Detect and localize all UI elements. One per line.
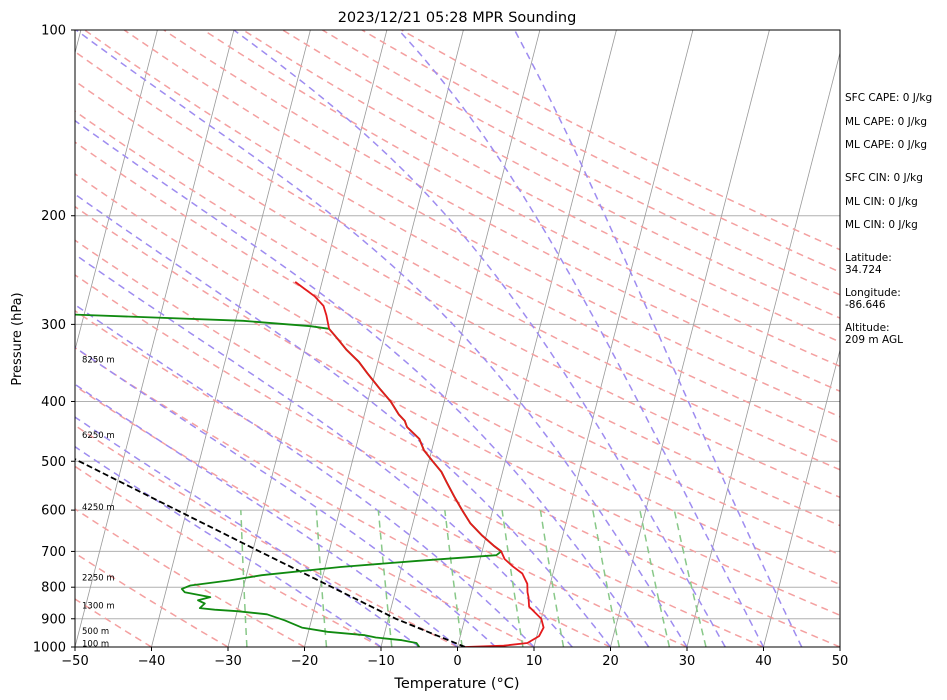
- dry-adiabat-line: [75, 309, 688, 647]
- moist-adiabat-line: [513, 30, 803, 647]
- moist-adiabat-line: [398, 30, 765, 647]
- moist-adiabat-line: [75, 383, 458, 647]
- x-tick-label: 20: [602, 654, 619, 669]
- mixing-ratio-line: [377, 510, 393, 647]
- y-tick-label: 900: [41, 612, 66, 627]
- dry-adiabat-line: [75, 274, 764, 647]
- x-tick-label: −20: [291, 654, 318, 669]
- height-label: 8250 m: [82, 355, 115, 365]
- isotherm-line: [610, 30, 770, 647]
- moist-adiabat-line: [75, 119, 650, 647]
- dry-adiabat-line: [163, 30, 840, 393]
- y-tick-label: 700: [41, 545, 66, 560]
- y-tick-label: 1000: [33, 641, 66, 656]
- height-label: 4250 m: [82, 503, 115, 513]
- plot-frame: [74, 29, 841, 648]
- isotherm-line: [304, 30, 464, 647]
- moist-adiabat-line: [75, 303, 535, 647]
- dry-adiabat-line: [75, 110, 840, 527]
- x-tick-label: 10: [526, 654, 543, 669]
- parcel-path-line: [75, 458, 466, 647]
- dry-adiabat-line: [75, 50, 840, 471]
- height-labels: 100 m 500 m 1300 m 2250 m 4250 m 6250 m 8250 m: [82, 355, 115, 649]
- y-axis-label: Pressure (hPa): [10, 292, 25, 385]
- dry-adiabat-line: [123, 30, 840, 418]
- mixing-ratio-line: [240, 510, 248, 647]
- dry-adiabat-line: [75, 80, 840, 499]
- height-label: 2250 m: [82, 574, 115, 584]
- height-label: 1300 m: [82, 602, 115, 612]
- height-label: 100 m: [82, 639, 109, 649]
- moist-adiabat-line: [233, 30, 726, 647]
- temperature-profile-line: [294, 281, 545, 647]
- isotherm-line: [75, 30, 158, 352]
- y-tick-label: 500: [41, 455, 66, 470]
- dry-adiabat-line: [282, 30, 840, 319]
- y-tick-label: 200: [41, 209, 66, 224]
- x-tick-label: 0: [453, 654, 461, 669]
- mixing-ratio-line: [315, 510, 328, 647]
- x-tick-label: 40: [755, 654, 772, 669]
- index-annotation: Longitude: -86.646: [845, 287, 901, 311]
- y-tick-label: 300: [41, 318, 66, 333]
- index-annotation: Altitude: 209 m AGL: [845, 322, 903, 346]
- dry-adiabat-line: [361, 30, 840, 273]
- background-lines: [0, 30, 840, 647]
- dry-adiabat-line: [75, 205, 840, 617]
- dry-adiabat-line: [75, 141, 840, 556]
- height-label: 500 m: [82, 627, 109, 637]
- y-tick-label: 600: [41, 504, 66, 519]
- moist-adiabat-line: [75, 346, 497, 647]
- dry-adiabat-line: [75, 173, 840, 586]
- y-tick-label: 800: [41, 581, 66, 596]
- index-annotation: ML CAPE: 0 J/kg: [845, 116, 928, 128]
- isotherm-line: [763, 348, 840, 647]
- x-tick-label: −30: [214, 654, 241, 669]
- dry-adiabat-line: [75, 346, 611, 647]
- dry-adiabat-line: [401, 30, 840, 251]
- index-annotation: SFC CAPE: 0 J/kg: [845, 92, 933, 104]
- mixing-ratio-line: [673, 509, 707, 647]
- mixing-ratio-line: [639, 509, 671, 647]
- mixing-ratio-line: [592, 509, 621, 647]
- isotherm-line: [75, 30, 235, 647]
- isotherm-line: [686, 51, 840, 647]
- isotherm-line: [380, 30, 541, 647]
- x-axis-label: Temperature (°C): [393, 676, 519, 692]
- dry-adiabat-line: [75, 465, 382, 647]
- dry-adiabat-line: [242, 30, 840, 343]
- height-label: 6250 m: [82, 431, 115, 441]
- profile-lines: [75, 281, 545, 647]
- dry-adiabat-line: [84, 30, 840, 444]
- x-tick-label: −10: [367, 654, 394, 669]
- index-annotation: Latitude: 34.724: [845, 252, 892, 276]
- axes: −50 −40 −30 −20 −10 0 10 20 30 40 50 100 200 300 400 50…: [33, 24, 848, 670]
- x-tick-label: 50: [832, 654, 849, 669]
- moist-adiabat-line: [75, 445, 382, 647]
- y-tick-label: 100: [41, 24, 66, 39]
- isotherm-line: [151, 30, 311, 647]
- index-annotation: ML CIN: 0 J/kg: [845, 196, 918, 208]
- x-tick-label: 30: [679, 654, 696, 669]
- isotherm-line: [457, 30, 617, 647]
- chart-title: 2023/12/21 05:28 MPR Sounding: [338, 10, 577, 26]
- index-annotation: SFC CIN: 0 J/kg: [845, 172, 923, 184]
- moist-adiabat-line: [75, 416, 420, 647]
- dry-adiabat-line: [322, 30, 840, 296]
- dry-adiabat-line: [203, 30, 840, 368]
- moist-adiabat-line: [75, 253, 573, 647]
- y-tick-label: 400: [41, 395, 66, 410]
- index-annotation: ML CAPE: 0 J/kg: [845, 139, 928, 151]
- x-tick-label: −40: [138, 654, 165, 669]
- dry-adiabat-line: [75, 552, 229, 647]
- moist-adiabat-line: [75, 30, 688, 647]
- x-tick-label: −50: [61, 654, 88, 669]
- isotherm-line: [227, 30, 388, 647]
- index-annotation: ML CIN: 0 J/kg: [845, 219, 918, 231]
- isotherm-line: [0, 30, 4, 647]
- dry-adiabat-line: [75, 424, 458, 647]
- dry-adiabat-line: [75, 239, 840, 647]
